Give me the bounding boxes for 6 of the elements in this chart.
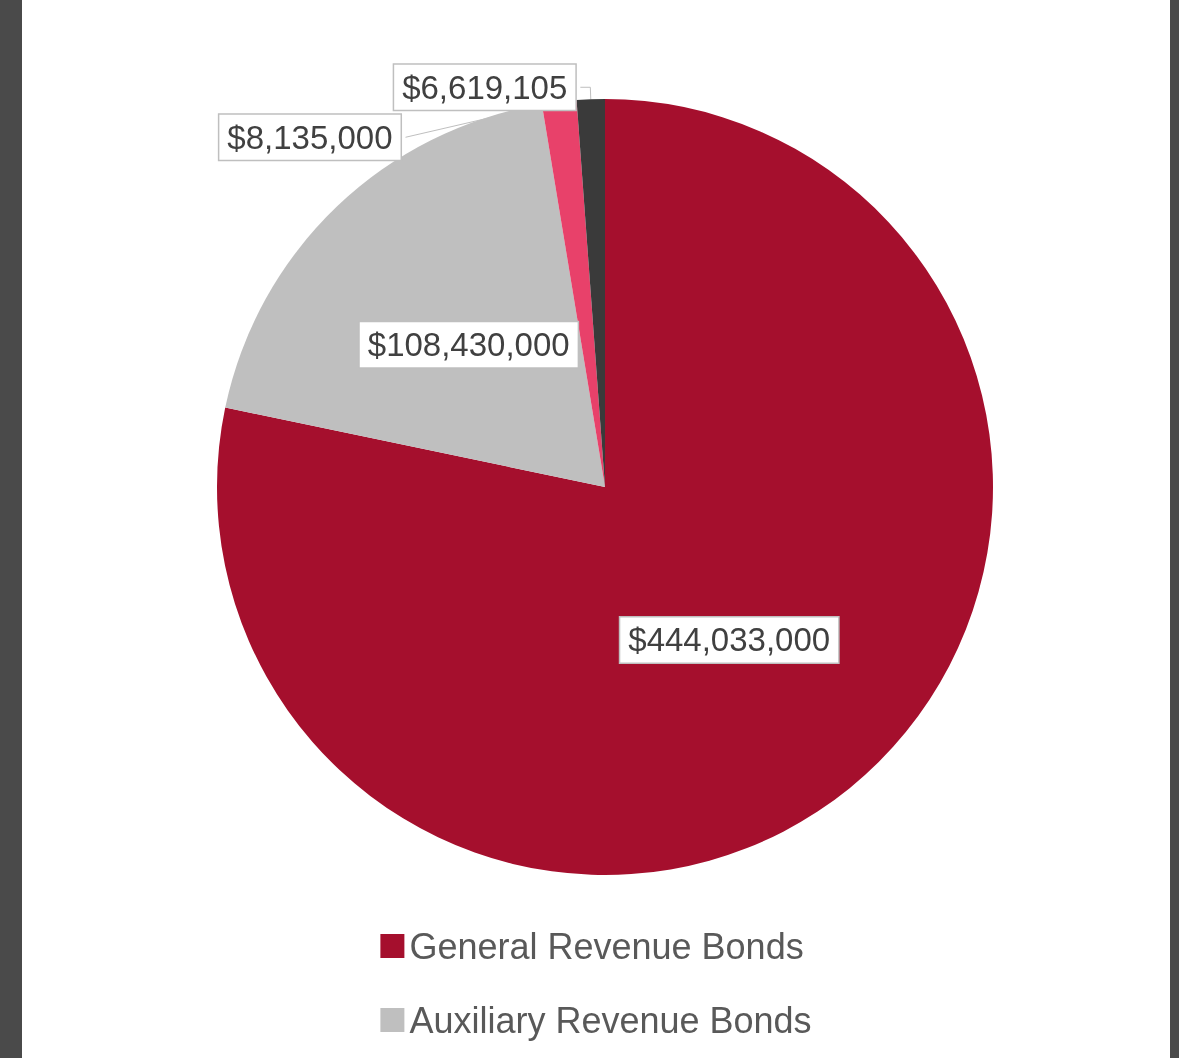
legend-label: General Revenue Bonds (409, 925, 804, 967)
data-label: $8,135,000 (227, 118, 393, 156)
data-label: $6,619,105 (402, 68, 568, 106)
data-label: $444,033,000 (628, 621, 831, 659)
legend-label: Auxiliary Revenue Bonds (409, 999, 812, 1041)
data-label: $108,430,000 (367, 326, 570, 364)
